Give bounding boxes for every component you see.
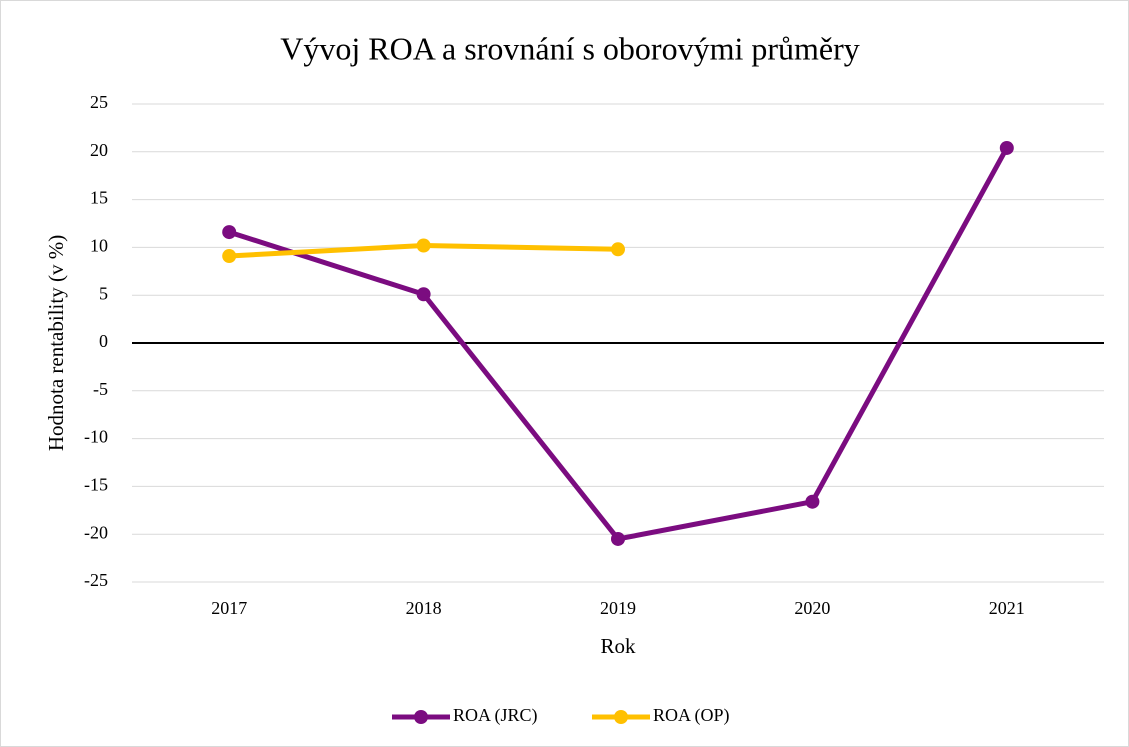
x-tick-label: 2017 [211,598,247,618]
chart-title: Vývoj ROA a srovnání s oborovými průměry [280,30,860,66]
y-tick-label: -25 [84,570,108,590]
data-point [222,249,237,264]
legend-label: ROA (JRC) [453,705,538,726]
y-tick-label: 0 [99,331,108,351]
data-point [611,531,625,546]
x-tick-label: 2020 [794,598,830,618]
data-point [416,238,431,253]
data-point [805,494,820,509]
y-tick-label: 20 [90,140,108,160]
y-tick-label: 25 [90,92,108,112]
y-axis-label: Hodnota rentability (v %) [44,235,68,451]
data-point [416,287,431,302]
data-point [222,225,237,240]
data-point [999,140,1014,155]
y-tick-label: 10 [90,236,108,256]
y-tick-label: -20 [84,522,108,542]
y-tick-label: -15 [84,475,108,495]
y-tick-label: -5 [93,379,108,399]
legend-marker [414,710,428,724]
x-tick-label: 2018 [406,598,442,618]
x-tick-label: 2021 [989,598,1025,618]
y-tick-label: 5 [99,283,108,303]
y-tick-label: 15 [90,188,108,208]
y-tick-label: -10 [84,427,108,447]
legend-marker [614,710,628,724]
data-point [611,242,625,257]
x-tick-label: 2019 [600,598,636,618]
x-axis-label: Rok [600,634,636,658]
legend-label: ROA (OP) [653,705,730,726]
